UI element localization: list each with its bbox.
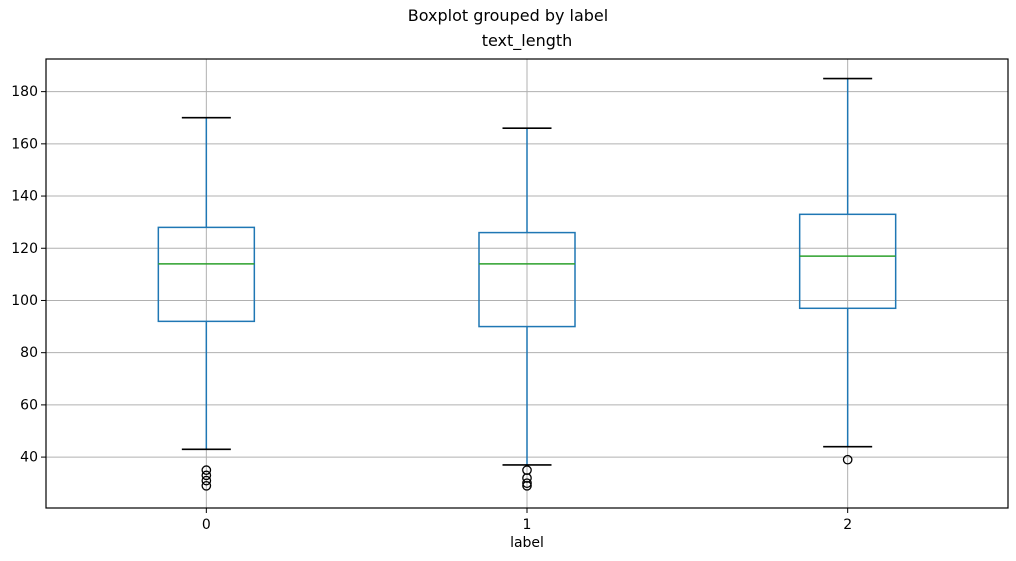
x-tick-label: 2 [843,517,852,533]
chart-title: Boxplot grouped by label [407,6,609,25]
outlier-marker [201,475,212,486]
iqr-box [798,213,897,310]
y-tick-label: 40 [20,450,38,466]
outlier-marker [842,454,853,465]
x-axis-label: label [510,535,544,551]
y-tick-label: 140 [11,189,38,205]
iqr-box [478,231,576,328]
y-tick-label: 60 [20,397,38,413]
boxplot-group-0 [157,116,256,491]
iqr-box [157,226,256,323]
outlier-marker [201,470,212,481]
x-tick-label: 0 [202,517,211,533]
y-tick-label: 160 [11,136,38,152]
x-tick-label: 1 [523,517,532,533]
outlier-marker [522,478,532,489]
y-tick-label: 80 [20,345,38,361]
axes-subtitle: text_length [481,31,573,50]
y-tick-label: 100 [11,293,38,309]
y-tick-label: 120 [11,241,38,257]
boxplot-group-1 [478,127,576,491]
axes: 40 60 80 100 120 140 160 180 0 1 2 [11,58,1009,533]
boxplot-group-2 [798,77,897,465]
outlier-marker [201,465,212,475]
outlier-marker [201,480,212,491]
y-tick-label: 180 [11,84,38,100]
outlier-marker [522,480,532,491]
